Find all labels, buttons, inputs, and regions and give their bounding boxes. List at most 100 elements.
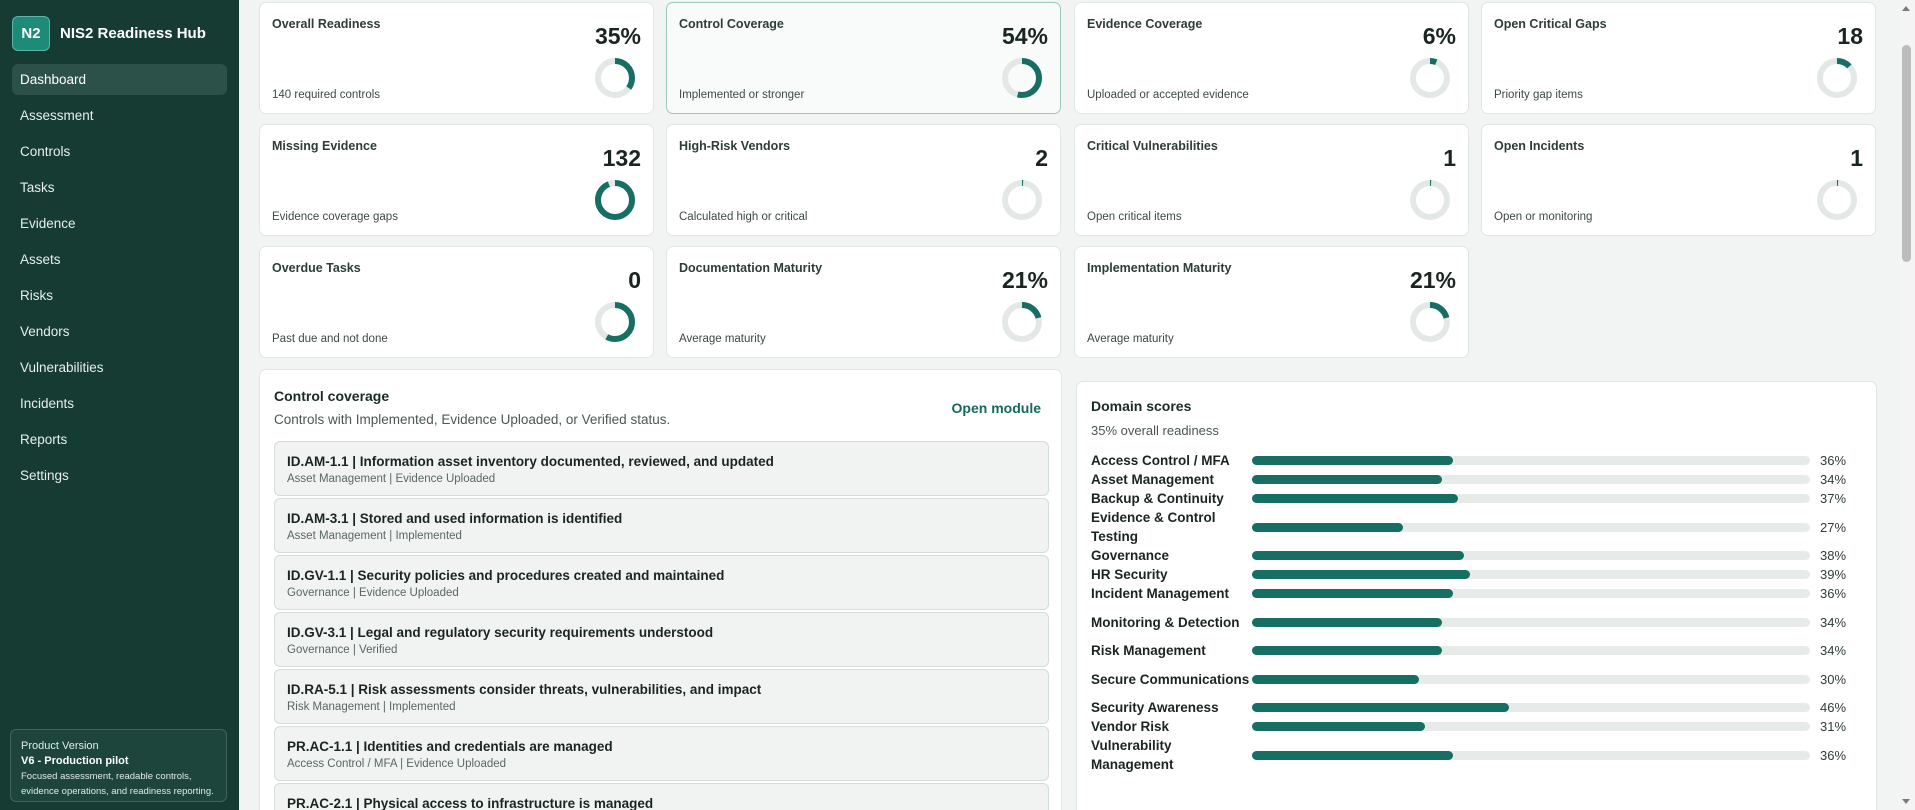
domain-name: Evidence & Control Testing: [1091, 510, 1216, 544]
progress-ring-icon: [595, 302, 635, 342]
brand[interactable]: N2 NIS2 Readiness Hub: [12, 16, 206, 51]
metric-value: 0: [628, 267, 641, 293]
domain-score-row: Evidence & Control Testing 27%: [1091, 508, 1871, 546]
metric-card-evidence-coverage[interactable]: Evidence Coverage 6% Uploaded or accepted …: [1074, 2, 1469, 114]
metric-subtitle: Implemented or stronger: [679, 89, 805, 101]
metric-card-overdue-tasks[interactable]: Overdue Tasks 0 Past due and not done: [259, 246, 654, 358]
metric-subtitle: Evidence coverage gaps: [272, 211, 398, 223]
domain-scores-title: Domain scores: [1091, 398, 1192, 414]
domain-score-bar: [1252, 456, 1810, 465]
domain-score-row: Monitoring & Detection 34%: [1091, 603, 1871, 641]
domain-score-row: Access Control / MFA 36%: [1091, 451, 1871, 470]
domain-score-row: Vendor Risk 31%: [1091, 717, 1871, 736]
sidebar-item-risks[interactable]: Risks: [20, 288, 53, 303]
control-title: ID.AM-3.1 | Stored and used information …: [287, 511, 623, 526]
metric-title: Overdue Tasks: [272, 261, 361, 275]
domain-score-row: Governance 38%: [1091, 546, 1871, 565]
metric-card-missing-evidence[interactable]: Missing Evidence 132 Evidence coverage gap…: [259, 124, 654, 236]
page-scrollbar[interactable]: [1898, 0, 1915, 810]
control-list-item[interactable]: ID.RA-5.1 | Risk assessments consider th…: [274, 669, 1049, 724]
progress-ring-icon: [595, 58, 635, 98]
sidebar-item-settings[interactable]: Settings: [20, 468, 69, 483]
domain-name: Secure Communications: [1091, 671, 1250, 687]
sidebar-nav: Dashboard Assessment Controls Tasks Evidence…: [12, 64, 227, 496]
domain-score-fill: [1252, 703, 1509, 712]
metric-title: Control Coverage: [679, 17, 784, 31]
sidebar-item-vulnerabilities[interactable]: Vulnerabilities: [20, 360, 104, 375]
domain-score-fill: [1252, 617, 1442, 627]
open-module-link[interactable]: Open module: [951, 400, 1041, 416]
metric-card-critical-vulnerabilities[interactable]: Critical Vulnerabilities 1 Open critical i…: [1074, 124, 1469, 236]
ring-fill: [595, 302, 635, 342]
domain-score-value: 31%: [1820, 719, 1847, 734]
progress-ring-icon: [1002, 302, 1042, 342]
sidebar-item-tasks[interactable]: Tasks: [20, 180, 55, 195]
sidebar-item-controls[interactable]: Controls: [20, 144, 71, 159]
metric-card-documentation-maturity[interactable]: Documentation Maturity 21% Average maturit…: [666, 246, 1061, 358]
metric-card-implementation-maturity[interactable]: Implementation Maturity 21% Average maturi…: [1074, 246, 1469, 358]
metric-card-high-risk-vendors[interactable]: High-Risk Vendors 2 Calculated high or cri…: [666, 124, 1061, 236]
version-label: Product Version: [21, 740, 99, 752]
domain-score-row: HR Security 39%: [1091, 565, 1871, 584]
ring-fill: [1002, 180, 1042, 220]
control-title: PR.AC-1.1 | Identities and credentials a…: [287, 739, 613, 754]
control-list-item[interactable]: ID.GV-1.1 | Security policies and proced…: [274, 555, 1049, 610]
domain-score-bar: [1252, 703, 1810, 712]
ring-track: [1410, 58, 1450, 98]
domain-name: Risk Management: [1091, 643, 1206, 658]
domain-score-row: Vulnerability Management 36%: [1091, 736, 1871, 774]
domain-score-fill: [1252, 674, 1420, 684]
control-list-item[interactable]: PR.AC-1.1 | Identities and credentials a…: [274, 726, 1049, 781]
metric-subtitle: Priority gap items: [1494, 89, 1583, 101]
sidebar-item-evidence[interactable]: Evidence: [20, 216, 76, 231]
version-description: Focused assessment, readable controls, e…: [21, 771, 214, 797]
metric-value: 6%: [1422, 23, 1456, 49]
domain-score-bar: [1252, 674, 1810, 684]
sidebar-item-assets[interactable]: Assets: [20, 252, 61, 267]
metric-title: Critical Vulnerabilities: [1087, 139, 1218, 153]
control-meta: Risk Management | Implemented: [287, 701, 456, 713]
metric-title: Open Incidents: [1494, 139, 1585, 153]
metric-card-open-critical-gaps[interactable]: Open Critical Gaps 18 Priority gap items: [1481, 2, 1876, 114]
domain-score-value: 36%: [1820, 586, 1847, 601]
metric-subtitle: Average maturity: [679, 333, 766, 345]
product-version-box: Product Version V6 - Production pilot Fo…: [10, 729, 227, 802]
scroll-up-arrow-icon[interactable]: [1902, 6, 1910, 11]
progress-ring-icon: [595, 180, 635, 220]
sidebar-item-incidents[interactable]: Incidents: [20, 396, 75, 411]
metric-value: 1: [1850, 145, 1863, 171]
metric-card-overall-readiness[interactable]: Overall Readiness 35% 140 required control…: [259, 2, 654, 114]
control-list-item[interactable]: ID.GV-3.1 | Legal and regulatory securit…: [274, 612, 1049, 667]
control-list-item[interactable]: PR.AC-2.1 | Physical access to infrastru…: [274, 783, 1049, 810]
domain-score-bar: [1252, 617, 1810, 627]
metric-title: Documentation Maturity: [679, 261, 823, 275]
domain-score-value: 38%: [1820, 548, 1847, 563]
control-title: PR.AC-2.1 | Physical access to infrastru…: [287, 796, 654, 810]
metric-subtitle: Calculated high or critical: [679, 211, 808, 223]
sidebar: N2 NIS2 Readiness Hub Dashboard Assessmen…: [0, 0, 239, 810]
domain-score-value: 36%: [1820, 747, 1847, 763]
metric-value: 21%: [1409, 267, 1456, 293]
sidebar-item-reports[interactable]: Reports: [20, 432, 68, 447]
domain-score-rows: Access Control / MFA 36% Asset Management 3…: [1091, 451, 1871, 774]
domain-scores-subtitle: 35% overall readiness: [1091, 423, 1219, 438]
domain-score-value: 30%: [1820, 671, 1847, 687]
domain-name: HR Security: [1091, 567, 1168, 582]
metric-card-open-incidents[interactable]: Open Incidents 1 Open or monitoring: [1481, 124, 1876, 236]
control-list-item[interactable]: ID.AM-3.1 | Stored and used information …: [274, 498, 1049, 553]
control-list-item[interactable]: ID.AM-1.1 | Information asset inventory …: [274, 441, 1049, 496]
domain-score-bar: [1252, 750, 1810, 760]
scroll-down-arrow-icon[interactable]: [1902, 799, 1910, 804]
sidebar-item-dashboard[interactable]: Dashboard: [12, 64, 227, 95]
brand-logo: N2: [12, 16, 50, 51]
sidebar-item-vendors[interactable]: Vendors: [20, 324, 70, 339]
domain-name: Vendor Risk: [1091, 719, 1170, 734]
control-coverage-panel: Control coverage Controls with Implement…: [259, 369, 1062, 810]
sidebar-item-assessment[interactable]: Assessment: [20, 108, 94, 123]
metric-card-control-coverage[interactable]: Control Coverage 54% Implemented or strong…: [666, 2, 1061, 114]
domain-name: Security Awareness: [1091, 700, 1219, 715]
metric-value: 2: [1035, 145, 1048, 171]
main-content: Overall Readiness 35% 140 required control…: [239, 0, 1898, 810]
scroll-thumb[interactable]: [1902, 45, 1911, 262]
metric-subtitle: Uploaded or accepted evidence: [1087, 89, 1249, 101]
